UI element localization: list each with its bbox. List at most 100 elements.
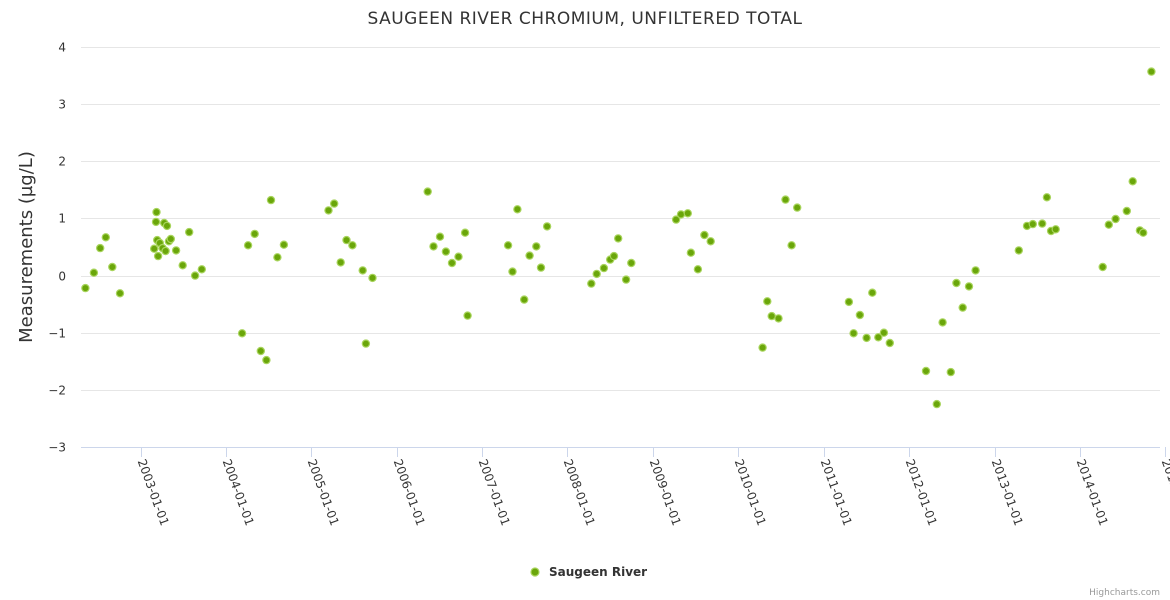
legend-item-saugeen-river[interactable]: Saugeen River [549, 565, 647, 579]
data-point[interactable] [536, 263, 546, 272]
data-point[interactable] [971, 266, 980, 275]
data-point[interactable] [885, 338, 895, 348]
data-point[interactable] [324, 206, 333, 215]
data-point[interactable] [250, 229, 259, 239]
data-point[interactable] [525, 251, 534, 260]
data-point[interactable] [508, 267, 517, 276]
data-point[interactable] [946, 367, 956, 377]
data-point[interactable] [190, 271, 200, 280]
data-point[interactable] [758, 343, 767, 352]
data-point[interactable] [197, 265, 206, 274]
data-point[interactable] [868, 288, 877, 297]
data-point[interactable] [266, 195, 276, 205]
legend-marker-icon[interactable] [530, 567, 540, 577]
data-point[interactable] [423, 187, 432, 196]
data-point[interactable] [1014, 246, 1024, 255]
data-point[interactable] [921, 366, 931, 376]
data-point[interactable] [614, 234, 623, 243]
credits-link[interactable]: Highcharts.com [1089, 588, 1160, 598]
data-point[interactable] [441, 247, 451, 256]
data-point[interactable] [1098, 262, 1107, 272]
data-point[interactable] [447, 258, 457, 268]
data-point[interactable] [627, 258, 636, 268]
data-point[interactable] [671, 215, 681, 224]
data-point[interactable] [1028, 219, 1038, 229]
data-point[interactable] [862, 333, 871, 343]
data-point[interactable] [115, 289, 125, 298]
data-point[interactable] [503, 241, 513, 250]
data-point[interactable] [262, 355, 271, 365]
data-point[interactable] [89, 268, 99, 277]
data-point[interactable] [774, 314, 783, 323]
data-point[interactable] [149, 244, 159, 253]
data-point[interactable] [95, 243, 105, 253]
data-point[interactable] [171, 246, 181, 255]
data-point[interactable] [767, 311, 776, 321]
data-point[interactable] [1111, 214, 1120, 224]
data-point[interactable] [609, 251, 619, 261]
data-point[interactable] [429, 242, 438, 251]
data-point[interactable] [460, 228, 470, 237]
data-point[interactable] [330, 199, 339, 208]
data-point[interactable] [237, 329, 247, 338]
data-point[interactable] [683, 209, 693, 218]
data-point[interactable] [1147, 67, 1156, 76]
data-point[interactable] [184, 227, 194, 237]
data-point[interactable] [706, 237, 715, 246]
data-point[interactable] [153, 251, 163, 261]
data-point[interactable] [686, 248, 696, 257]
data-point[interactable] [1128, 177, 1137, 186]
data-point[interactable] [874, 333, 883, 342]
data-point[interactable] [243, 241, 253, 250]
data-point[interactable] [879, 328, 889, 337]
data-point[interactable] [793, 203, 802, 212]
data-point[interactable] [151, 217, 161, 227]
data-point[interactable] [844, 297, 854, 307]
data-point[interactable] [1122, 206, 1132, 216]
data-point[interactable] [1042, 193, 1052, 202]
data-point[interactable] [592, 269, 601, 279]
data-point[interactable] [587, 279, 596, 288]
data-point[interactable] [781, 195, 790, 204]
data-point[interactable] [361, 339, 371, 348]
data-point[interactable] [178, 261, 187, 270]
data-point[interactable] [621, 275, 631, 284]
data-point[interactable] [1051, 225, 1060, 234]
data-point[interactable] [342, 235, 351, 245]
data-point[interactable] [787, 241, 796, 250]
data-point[interactable] [532, 242, 541, 251]
data-point[interactable] [1138, 228, 1148, 237]
data-point[interactable] [256, 346, 265, 356]
data-point[interactable] [273, 253, 282, 262]
data-point[interactable] [542, 222, 552, 231]
data-point[interactable] [964, 282, 974, 291]
data-point[interactable] [1037, 219, 1047, 228]
data-point[interactable] [763, 297, 772, 306]
data-point[interactable] [520, 295, 529, 304]
data-point[interactable] [101, 233, 111, 242]
data-point[interactable] [599, 263, 609, 273]
data-point[interactable] [348, 241, 357, 250]
data-point[interactable] [336, 258, 345, 267]
data-point[interactable] [952, 278, 961, 288]
data-point[interactable] [958, 303, 967, 312]
data-point[interactable] [849, 329, 858, 338]
data-point[interactable] [162, 221, 172, 231]
data-point[interactable] [368, 273, 377, 283]
data-point[interactable] [932, 399, 942, 409]
data-point[interactable] [279, 240, 289, 249]
data-point[interactable] [463, 311, 472, 320]
legend[interactable]: Saugeen River [530, 565, 647, 579]
data-point[interactable] [676, 210, 686, 219]
data-point[interactable] [700, 230, 709, 240]
data-point[interactable] [1104, 220, 1114, 229]
data-point[interactable] [108, 262, 117, 272]
data-point[interactable] [161, 246, 170, 256]
data-point[interactable] [513, 205, 522, 214]
data-point[interactable] [855, 310, 865, 320]
data-point[interactable] [938, 318, 947, 327]
data-point[interactable] [435, 232, 445, 241]
data-point[interactable] [81, 283, 90, 293]
data-point[interactable] [454, 252, 463, 261]
data-point[interactable] [152, 207, 161, 217]
